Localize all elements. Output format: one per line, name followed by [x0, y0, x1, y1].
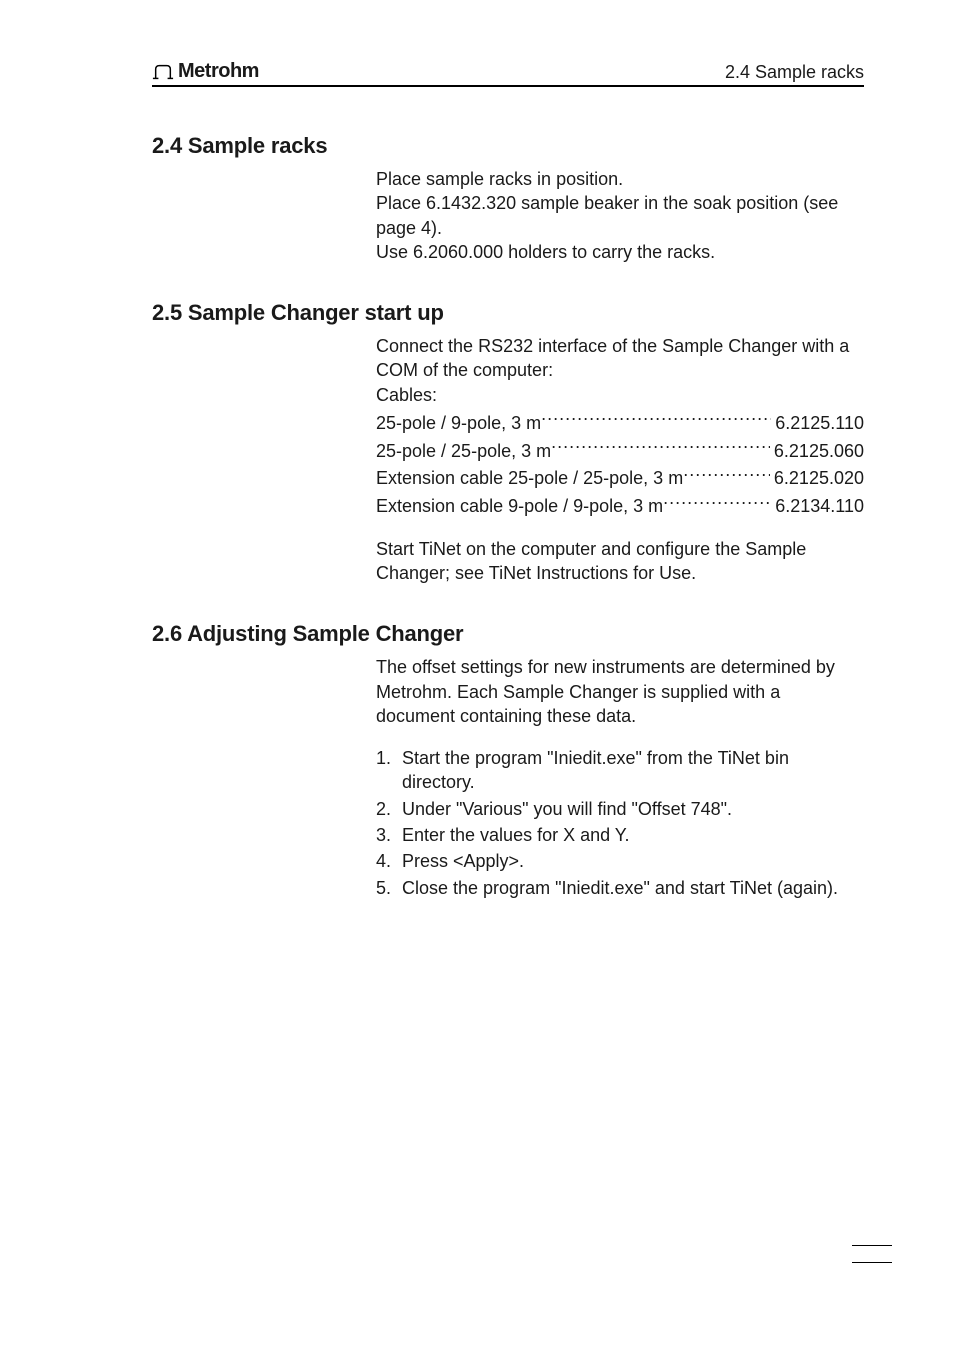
section-sample-racks: 2.4 Sample racks Place sample racks in p… [152, 133, 864, 264]
list-item: 3. Enter the values for X and Y. [376, 823, 864, 847]
list-number: 2. [376, 797, 402, 821]
leader-dots [663, 491, 771, 513]
section-title: 2.4 Sample racks [152, 133, 864, 159]
metrohm-icon [152, 63, 174, 81]
section-title: 2.5 Sample Changer start up [152, 300, 864, 326]
list-number: 1. [376, 746, 402, 795]
list-text: Close the program "Iniedit.exe" and star… [402, 876, 864, 900]
section-sample-changer-startup: 2.5 Sample Changer start up Connect the … [152, 300, 864, 585]
list-text: Enter the values for X and Y. [402, 823, 864, 847]
document-page: Metrohm 2.4 Sample racks 2.4 Sample rack… [0, 0, 954, 1351]
page-header: Metrohm 2.4 Sample racks [152, 60, 864, 87]
cable-part-number: 6.2125.020 [770, 466, 864, 490]
section-adjusting-sample-changer: 2.6 Adjusting Sample Changer The offset … [152, 621, 864, 900]
cable-line: Extension cable 25-pole / 25-pole, 3 m 6… [376, 463, 864, 491]
list-number: 3. [376, 823, 402, 847]
paragraph: Start TiNet on the computer and configur… [376, 537, 864, 586]
list-number: 5. [376, 876, 402, 900]
crop-mark [852, 1245, 892, 1246]
cable-label: 25-pole / 25-pole, 3 m [376, 439, 551, 463]
brand-text: Metrohm [178, 60, 259, 83]
section-body: Place sample racks in position. Place 6.… [376, 167, 864, 264]
leader-dots [541, 407, 771, 429]
paragraph: The offset settings for new instruments … [376, 655, 864, 728]
paragraph: Connect the RS232 interface of the Sampl… [376, 334, 864, 383]
list-text: Under "Various" you will find "Offset 74… [402, 797, 864, 821]
paragraph: Place sample racks in position. [376, 167, 864, 191]
list-item: 4. Press <Apply>. [376, 849, 864, 873]
leader-dots [683, 463, 770, 485]
cable-line: 25-pole / 9-pole, 3 m 6.2125.110 [376, 407, 864, 435]
cable-part-number: 6.2134.110 [771, 494, 864, 518]
section-title: 2.6 Adjusting Sample Changer [152, 621, 864, 647]
list-number: 4. [376, 849, 402, 873]
cable-label: Extension cable 9-pole / 9-pole, 3 m [376, 494, 663, 518]
paragraph: Cables: [376, 383, 864, 407]
list-item: 5. Close the program "Iniedit.exe" and s… [376, 876, 864, 900]
paragraph: Use 6.2060.000 holders to carry the rack… [376, 240, 864, 264]
cable-part-number: 6.2125.110 [771, 411, 864, 435]
cable-line: Extension cable 9-pole / 9-pole, 3 m 6.2… [376, 491, 864, 519]
page-crop-marks [852, 1245, 892, 1279]
step-list: 1. Start the program "Iniedit.exe" from … [376, 746, 864, 900]
cable-part-number: 6.2125.060 [770, 439, 864, 463]
crop-mark [852, 1262, 892, 1263]
section-body: The offset settings for new instruments … [376, 655, 864, 900]
cable-label: 25-pole / 9-pole, 3 m [376, 411, 541, 435]
cable-line: 25-pole / 25-pole, 3 m 6.2125.060 [376, 435, 864, 463]
list-item: 1. Start the program "Iniedit.exe" from … [376, 746, 864, 795]
list-text: Start the program "Iniedit.exe" from the… [402, 746, 864, 795]
list-item: 2. Under "Various" you will find "Offset… [376, 797, 864, 821]
section-body: Connect the RS232 interface of the Sampl… [376, 334, 864, 585]
leader-dots [551, 435, 770, 457]
cable-label: Extension cable 25-pole / 25-pole, 3 m [376, 466, 683, 490]
brand-logo: Metrohm [152, 60, 259, 83]
list-text: Press <Apply>. [402, 849, 864, 873]
header-section-label: 2.4 Sample racks [725, 62, 864, 83]
paragraph: Place 6.1432.320 sample beaker in the so… [376, 191, 864, 240]
